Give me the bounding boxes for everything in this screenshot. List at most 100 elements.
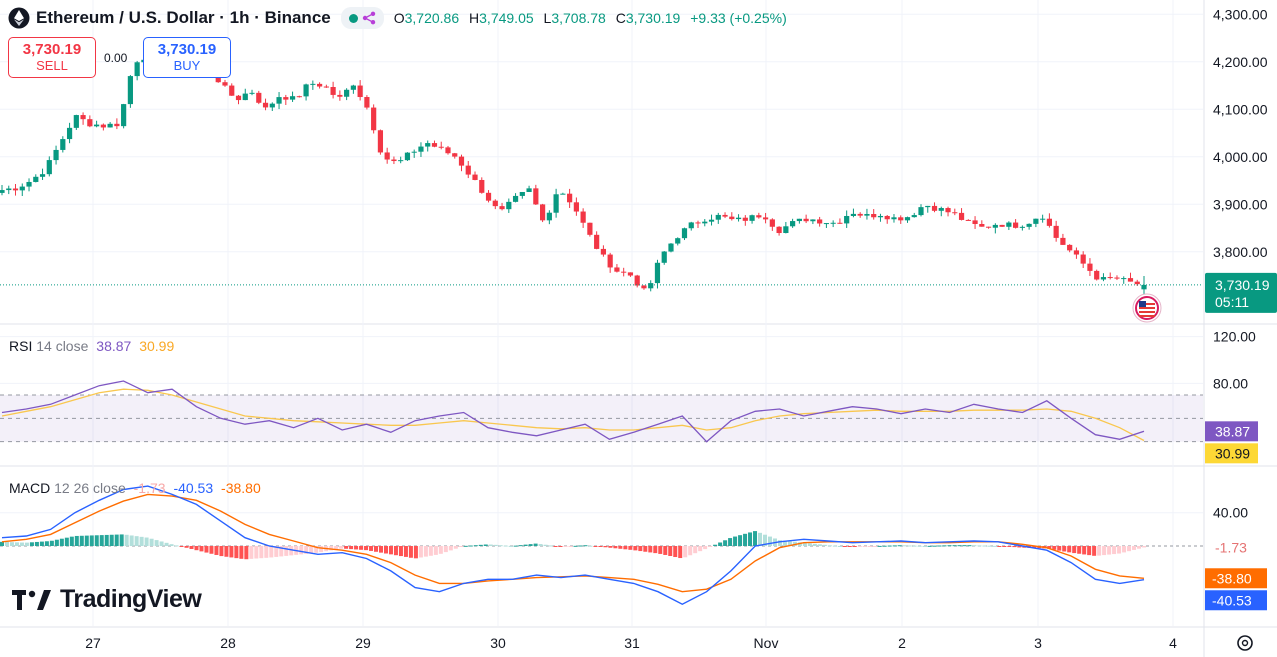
last-price-badge bbox=[1205, 272, 1277, 313]
macd-hist-bar bbox=[49, 540, 54, 546]
buy-button[interactable]: 3,730.19 BUY bbox=[143, 37, 231, 78]
macd-hist-bar bbox=[812, 543, 817, 546]
candle-body bbox=[762, 217, 769, 220]
macd-hist-bar bbox=[738, 535, 743, 546]
settings-gear-icon[interactable] bbox=[1237, 635, 1253, 651]
candle-body bbox=[702, 221, 708, 224]
macd-hist-bar bbox=[1107, 546, 1112, 555]
candle-body bbox=[39, 174, 46, 177]
macd-hist-bar bbox=[329, 546, 334, 551]
macd-hist-bar bbox=[299, 546, 304, 555]
macd-hist-bar bbox=[34, 541, 39, 546]
candle-body bbox=[1087, 263, 1093, 271]
candle-body bbox=[1067, 244, 1073, 251]
macd-hist-bar bbox=[927, 545, 932, 547]
price-tick-label: 3,900.00 bbox=[1213, 196, 1268, 212]
macd-hist-bar bbox=[398, 546, 403, 557]
candle-body bbox=[350, 85, 356, 90]
candle-body bbox=[46, 160, 52, 175]
candle-body bbox=[627, 272, 634, 276]
change-value: +9.33 (+0.25%) bbox=[690, 10, 787, 26]
candle-body bbox=[756, 215, 762, 218]
candle-body bbox=[344, 89, 350, 97]
macd-hist-bar bbox=[683, 546, 688, 558]
candle-body bbox=[742, 217, 748, 221]
macd-hist-bar bbox=[977, 545, 982, 547]
macd-hist-bar bbox=[24, 542, 29, 546]
macd-hist-bar bbox=[214, 546, 219, 555]
macd-hist-bar bbox=[109, 534, 114, 546]
time-tick-label: 28 bbox=[220, 635, 236, 651]
candle-body bbox=[614, 267, 620, 272]
macd-hist-bar bbox=[1092, 546, 1097, 556]
macd-hist-bar bbox=[69, 536, 74, 546]
macd-hist-bar bbox=[508, 545, 513, 547]
candle-body bbox=[411, 151, 417, 153]
macd-signal-line bbox=[1, 493, 1145, 593]
candle-body bbox=[898, 217, 904, 221]
candle-body bbox=[560, 193, 566, 195]
macd-hist-bar bbox=[354, 546, 359, 550]
rsi-legend[interactable]: RSI 14 close 38.87 30.99 bbox=[9, 338, 174, 354]
sell-label: SELL bbox=[36, 58, 68, 73]
symbol-title[interactable]: Ethereum / U.S. Dollar · 1h · Binance bbox=[36, 8, 331, 27]
macd-hist-bar bbox=[1142, 546, 1146, 548]
candle-body bbox=[1026, 223, 1032, 227]
candle-body bbox=[783, 226, 789, 234]
close-value: 3,730.19 bbox=[625, 10, 681, 26]
candle-body bbox=[60, 139, 66, 150]
macd-hist-bar bbox=[992, 545, 997, 547]
candle-body bbox=[999, 224, 1005, 227]
sell-button[interactable]: 3,730.19 SELL bbox=[8, 37, 96, 78]
candle-body bbox=[688, 222, 694, 229]
macd-hist-bar bbox=[922, 545, 927, 547]
macd-hist-bar bbox=[9, 542, 14, 546]
candle-body bbox=[817, 219, 823, 224]
macd-hist-bar bbox=[478, 544, 483, 546]
macd-hist-bar bbox=[14, 542, 19, 546]
candle-body bbox=[127, 76, 133, 105]
macd-hist-bar bbox=[982, 545, 987, 547]
candle-body bbox=[371, 107, 377, 131]
macd-hist-bar bbox=[364, 546, 369, 551]
macd-hist-bar bbox=[428, 546, 433, 556]
macd-hist-bar bbox=[44, 541, 49, 546]
candle-body bbox=[364, 97, 370, 108]
candle-body bbox=[891, 217, 897, 220]
macd-legend[interactable]: MACD 12 26 close -1.73 -40.53 -38.80 bbox=[9, 480, 261, 496]
macd-hist-bar bbox=[1002, 546, 1007, 547]
candle-body bbox=[850, 213, 857, 216]
macd-hist-bar bbox=[668, 546, 673, 556]
macd-hist-bar bbox=[962, 545, 967, 547]
candle-body bbox=[925, 205, 931, 208]
macd-hist-bar bbox=[89, 535, 94, 546]
macd-hist-bar bbox=[408, 546, 413, 558]
candle-body bbox=[283, 97, 289, 100]
macd-hist-bar bbox=[1057, 546, 1062, 551]
candle-body bbox=[445, 147, 451, 154]
macd-hist-bar bbox=[842, 546, 847, 547]
candle-body bbox=[357, 85, 363, 98]
macd-hist-bar bbox=[189, 546, 194, 549]
macd-hist-bar bbox=[483, 544, 488, 546]
candle-body bbox=[952, 212, 958, 214]
macd-hist-bar bbox=[418, 546, 423, 558]
indicator-pill[interactable] bbox=[340, 7, 384, 29]
macd-hist-bar bbox=[383, 546, 388, 554]
macd-hist-bar bbox=[857, 546, 862, 547]
candle-body bbox=[229, 85, 235, 96]
macd-hist-bar bbox=[942, 545, 947, 547]
tradingview-logo[interactable]: TradingView bbox=[12, 585, 202, 614]
macd-hist-bar bbox=[538, 544, 543, 546]
macd-legend-signal: -38.80 bbox=[221, 480, 261, 496]
candle-body bbox=[1006, 222, 1012, 227]
macd-hist-bar bbox=[1127, 546, 1132, 552]
candle-body bbox=[472, 174, 478, 180]
macd-hist-bar bbox=[1007, 546, 1012, 547]
macd-hist-bar bbox=[1017, 546, 1022, 548]
macd-hist-bar bbox=[688, 546, 693, 556]
macd-hist-bar bbox=[114, 534, 119, 546]
candle-body bbox=[418, 146, 424, 152]
macd-hist-bar bbox=[588, 545, 593, 547]
